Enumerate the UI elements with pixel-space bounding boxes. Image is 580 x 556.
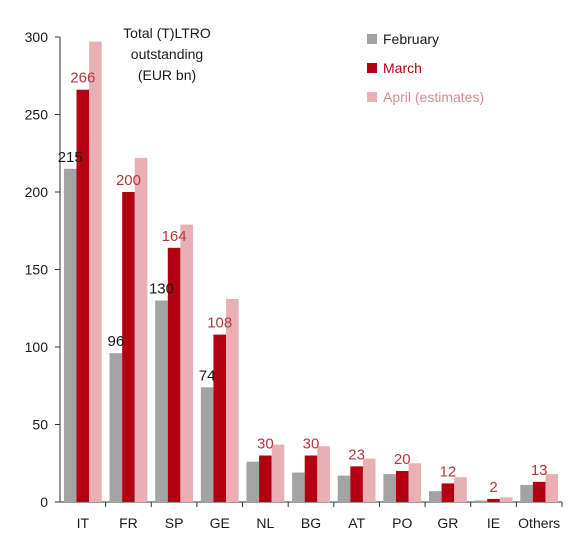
bar-march-ie xyxy=(487,498,500,502)
x-tick-label: Others xyxy=(518,515,560,531)
data-label: 23 xyxy=(348,446,365,463)
bar-february-fr xyxy=(109,353,123,502)
bar-february-others xyxy=(520,484,533,502)
bar-march-nl xyxy=(259,455,272,502)
data-label: 13 xyxy=(531,462,548,479)
y-tick-label: 150 xyxy=(25,262,49,278)
legend-swatch xyxy=(367,92,377,102)
x-tick-label: GR xyxy=(437,515,458,531)
y-tick-label: 0 xyxy=(40,494,48,510)
data-label: 30 xyxy=(257,436,274,453)
bar-march-at xyxy=(350,466,363,502)
x-tick-label: IE xyxy=(487,515,500,531)
bar-april-estimates-nl xyxy=(271,444,285,502)
x-tick-label: GE xyxy=(210,515,230,531)
data-label: 96 xyxy=(108,333,125,350)
data-label: 20 xyxy=(394,451,411,468)
legend-swatch xyxy=(367,63,377,73)
data-label: 164 xyxy=(162,228,187,245)
data-label: 130 xyxy=(149,281,174,298)
y-tick-label: 300 xyxy=(25,29,49,45)
data-label: 200 xyxy=(116,172,141,189)
bar-april-estimates-ie xyxy=(499,497,513,502)
legend-label: February xyxy=(383,31,439,47)
x-tick-label: IT xyxy=(77,515,90,531)
bar-february-po xyxy=(383,474,396,502)
data-label: 108 xyxy=(207,315,232,332)
chart-title-line: outstanding xyxy=(131,46,203,62)
legend: February March April (estimates) xyxy=(367,31,484,105)
bar-february-nl xyxy=(246,461,260,502)
axes: 0 50 100 150 200 250 300 IT FR SP GE NL BG AT PO GR IE Ot… xyxy=(25,29,563,531)
y-tick-label: 50 xyxy=(32,417,48,433)
y-tick-label: 200 xyxy=(25,184,49,200)
bar-april-estimates-gr xyxy=(454,477,467,502)
bar-march-po xyxy=(395,471,409,502)
bar-march-others xyxy=(532,481,546,502)
bar-february-it xyxy=(63,168,77,502)
x-tick-label: AT xyxy=(348,515,365,531)
chart-title-line: Total (T)LTRO xyxy=(123,25,211,41)
x-tick-label: BG xyxy=(301,515,321,531)
bar-april-estimates-ge xyxy=(226,298,239,502)
bar-april-estimates-po xyxy=(408,463,422,502)
bar-april-estimates-it xyxy=(89,41,102,503)
data-labels: 215 266 96 200 130 164 74 108 30 30 23 20 12 2 13 xyxy=(58,70,548,496)
data-label: 266 xyxy=(70,70,95,87)
bar-march-gr xyxy=(441,483,455,502)
bar-march-it xyxy=(76,89,90,502)
legend-label: March xyxy=(383,60,422,76)
bar-march-ge xyxy=(213,334,227,502)
x-tick-label: SP xyxy=(165,515,184,531)
data-label: 74 xyxy=(199,367,216,384)
bar-april-estimates-at xyxy=(362,458,376,502)
y-tick-label: 100 xyxy=(25,339,49,355)
bar-february-at xyxy=(337,475,351,502)
bar-february-gr xyxy=(429,491,442,502)
bar-february-ie xyxy=(474,500,488,502)
y-tick-label: 250 xyxy=(25,107,49,123)
legend-label: April (estimates) xyxy=(383,89,484,105)
chart-title-line: (EUR bn) xyxy=(138,67,196,83)
bar-february-bg xyxy=(292,472,305,502)
bar-april-estimates-bg xyxy=(317,446,330,502)
bar-april-estimates-sp xyxy=(180,224,193,503)
data-label: 2 xyxy=(489,479,497,496)
data-label: 215 xyxy=(58,149,83,166)
bar-march-bg xyxy=(304,455,318,502)
bars xyxy=(63,41,559,503)
bar-february-sp xyxy=(155,300,168,502)
bar-april-estimates-others xyxy=(545,474,559,502)
bar-february-ge xyxy=(200,387,214,502)
data-label: 12 xyxy=(440,463,457,480)
bar-march-fr xyxy=(122,192,135,502)
x-tick-label: PO xyxy=(392,515,412,531)
bar-april-estimates-fr xyxy=(134,157,148,502)
bar-march-sp xyxy=(167,247,181,502)
chart-title: Total (T)LTRO outstanding (EUR bn) xyxy=(123,25,211,83)
data-label: 30 xyxy=(303,436,320,453)
x-tick-label: FR xyxy=(119,515,138,531)
legend-swatch xyxy=(367,34,377,44)
x-tick-label: NL xyxy=(256,515,274,531)
